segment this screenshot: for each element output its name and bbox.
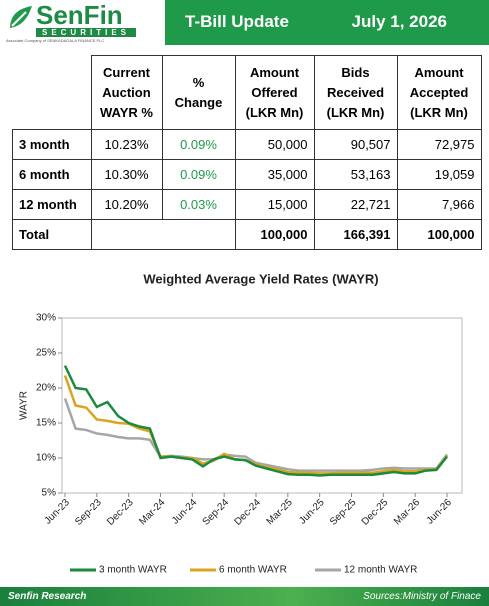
table-cell: 22,721	[313, 189, 398, 220]
total-cell: 166,391	[313, 219, 398, 250]
y-axis-label: WAYR	[19, 391, 30, 420]
header-row: Current Auction WAYR %% Change Amount Off…	[13, 55, 482, 130]
x-tick-label: Dec-24	[232, 497, 263, 528]
series-line	[63, 374, 448, 475]
blank-cell	[13, 56, 92, 130]
y-tick-label: 5%	[42, 488, 57, 499]
table-cell: 3 month	[12, 129, 92, 160]
plot-frame	[61, 317, 463, 494]
footer: Senfin Research Sources:Ministry of Fina…	[0, 587, 489, 606]
table-cell: 50,000	[234, 129, 315, 160]
table-cell: 7,966	[396, 189, 482, 220]
table-cell: 15,000	[234, 189, 315, 220]
x-tick-label: Mar-26	[392, 497, 422, 527]
table-cell: 0.03%	[161, 189, 236, 220]
logo-name: SenFin	[36, 0, 123, 30]
blank-cell	[90, 219, 236, 250]
table-cell: 90,507	[313, 129, 398, 160]
auction-table: Current Auction WAYR %% Change Amount Off…	[12, 55, 482, 250]
header-date: July 1, 2026	[351, 12, 447, 31]
total-row: Total 100,000 166,391 100,000	[12, 219, 482, 250]
series-line	[63, 365, 448, 477]
column-header: Amount Offered (LKR Mn)	[234, 55, 315, 130]
table-cell: 0.09%	[161, 159, 236, 190]
chart-title: Weighted Average Yield Rates (WAYR)	[143, 271, 378, 286]
series-line	[63, 398, 448, 472]
x-tick-label: Dec-23	[105, 497, 136, 528]
table-cell: 35,000	[234, 159, 315, 190]
table-cell: 72,975	[396, 129, 482, 160]
table-cell: 6 month	[12, 159, 92, 190]
column-header: Bids Received (LKR Mn)	[313, 55, 398, 130]
x-tick-label: Jun-24	[170, 497, 200, 527]
x-tick-label: Sep-25	[328, 497, 359, 528]
table-cell: 53,163	[313, 159, 398, 190]
y-tick-label: 30%	[36, 313, 56, 324]
footer-right: Sources:Ministry of Finace	[363, 591, 481, 602]
x-tick-label: Mar-24	[137, 497, 167, 527]
column-header: Amount Accepted (LKR Mn)	[396, 55, 482, 130]
x-tick-label: Sep-24	[201, 497, 232, 528]
column-header: Current Auction WAYR %	[90, 55, 163, 130]
table-cell: 10.23%	[90, 129, 163, 160]
legend-label: 6 month WAYR	[219, 565, 287, 576]
logo-sub: SECURITIES	[36, 28, 136, 37]
table-cell: 0.09%	[161, 129, 236, 160]
x-tick-label: Sep-23	[73, 497, 104, 528]
table-cell: 10.20%	[90, 189, 163, 220]
logo-tagline: Associate Company of SENKADAGALA FINANCE…	[6, 38, 105, 43]
legend-label: 12 month WAYR	[344, 565, 417, 576]
table-cell: 19,059	[396, 159, 482, 190]
y-tick-label: 25%	[36, 348, 56, 359]
header-bar: T-Bill Update July 1, 2026	[165, 0, 489, 45]
x-tick-label: Jun-26	[425, 497, 455, 527]
header-title: T-Bill Update	[185, 12, 289, 31]
column-header: % Change	[161, 55, 236, 130]
x-tick-label: Jun-23	[43, 497, 73, 527]
total-cell: 100,000	[396, 219, 482, 250]
x-tick-label: Jun-25	[297, 497, 327, 527]
x-tick-label: Dec-25	[360, 497, 391, 528]
table-cell: 12 month	[12, 189, 92, 220]
total-label: Total	[12, 219, 92, 250]
logo-icon	[10, 6, 32, 28]
total-cell: 100,000	[234, 219, 315, 250]
chart: Weighted Average Yield Rates (WAYR) WAYR 5…	[19, 271, 463, 576]
legend-label: 3 month WAYR	[99, 565, 167, 576]
y-tick-label: 20%	[36, 383, 56, 394]
footer-left: Senfin Research	[8, 591, 87, 602]
table-cell: 10.30%	[90, 159, 163, 190]
y-tick-label: 10%	[36, 453, 56, 464]
y-tick-label: 15%	[36, 418, 56, 429]
table-row: 12 month 10.20% 0.03% 15,000 22,721 7,966	[12, 189, 482, 220]
x-tick-label: Mar-25	[265, 497, 295, 527]
table-row: 3 month 10.23% 0.09% 50,000 90,507 72,975	[12, 129, 482, 160]
logo: SenFin SECURITIES Associate Company of S…	[6, 0, 161, 44]
table-row: 6 month 10.30% 0.09% 35,000 53,163 19,059	[12, 159, 482, 190]
